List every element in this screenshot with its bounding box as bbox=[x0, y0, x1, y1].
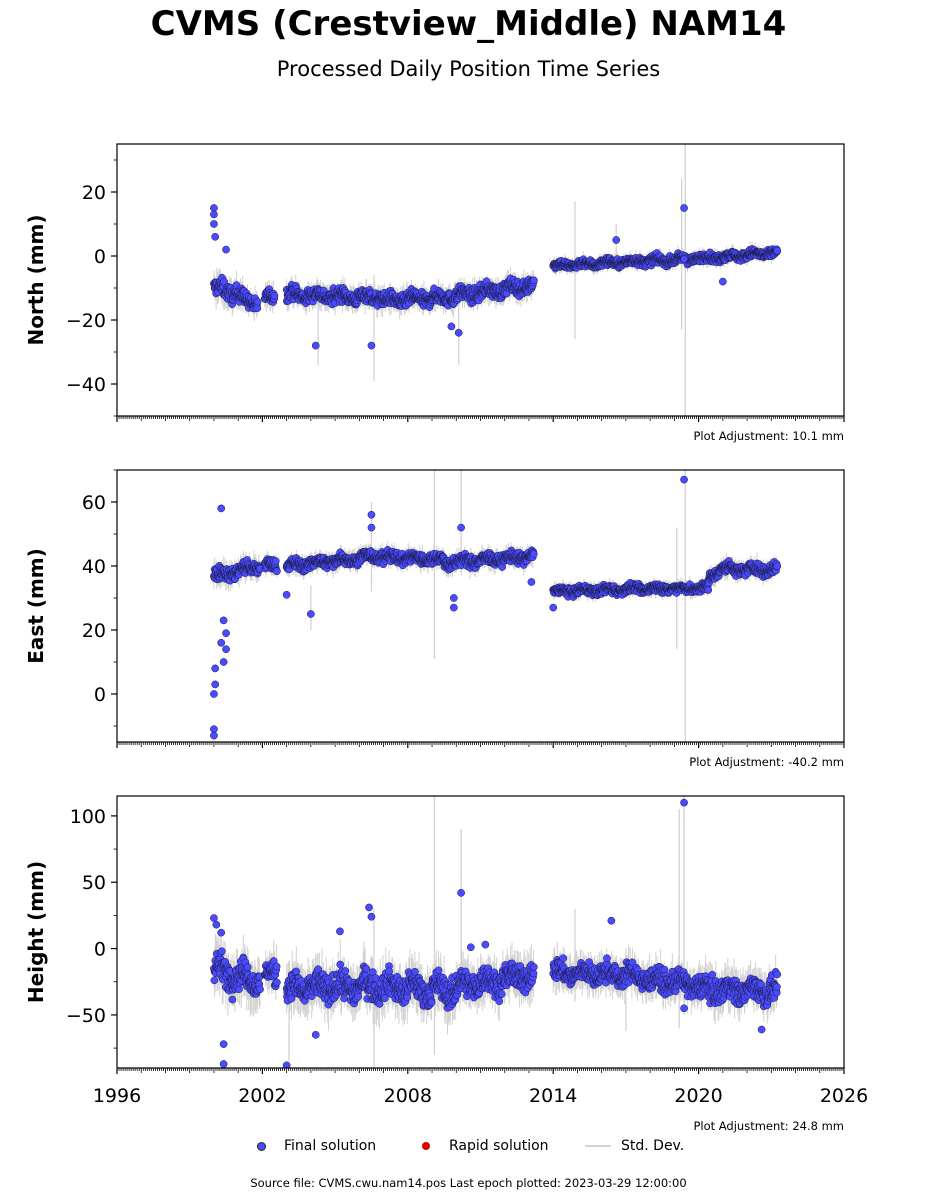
data-point bbox=[219, 658, 228, 666]
axes-north: −40 −20 0 20 bbox=[66, 159, 845, 422]
data-point bbox=[210, 725, 218, 734]
data-point bbox=[222, 645, 230, 654]
data-point bbox=[210, 690, 218, 698]
y-tick-label: 20 bbox=[82, 182, 106, 204]
data-point bbox=[367, 523, 376, 532]
data-point bbox=[222, 245, 230, 254]
data-point bbox=[271, 557, 280, 565]
data-point bbox=[210, 220, 218, 228]
data-point bbox=[530, 276, 538, 285]
data-point bbox=[219, 616, 228, 625]
data-points-east bbox=[210, 475, 782, 740]
data-point bbox=[718, 277, 727, 286]
data-point bbox=[210, 731, 218, 740]
data-point bbox=[773, 562, 782, 571]
data-point bbox=[680, 255, 688, 264]
data-point bbox=[211, 232, 219, 241]
data-point bbox=[449, 603, 458, 612]
data-point bbox=[273, 567, 281, 576]
data-point bbox=[704, 586, 713, 594]
y-tick-label: −40 bbox=[66, 374, 106, 396]
y-axis-label-north: North (mm) bbox=[24, 214, 48, 345]
data-point bbox=[210, 210, 218, 219]
chart-subtitle: Processed Daily Position Time Series bbox=[276, 57, 661, 81]
data-point bbox=[253, 304, 262, 313]
data-point bbox=[270, 291, 279, 300]
data-point bbox=[449, 594, 458, 602]
data-point bbox=[529, 550, 538, 558]
data-point bbox=[773, 246, 782, 255]
data-point bbox=[454, 328, 463, 337]
data-point bbox=[282, 590, 291, 599]
chart-title: CVMS (Crestview_Middle) NAM14 bbox=[150, 4, 787, 44]
data-point bbox=[222, 629, 230, 638]
data-point bbox=[447, 322, 456, 331]
data-point bbox=[217, 638, 226, 647]
std-dev-bars-north bbox=[213, 144, 778, 416]
data-point bbox=[253, 297, 262, 306]
y-tick-label: −20 bbox=[66, 310, 106, 332]
panel-north: −40 −20 0 20 North (mm) Plot Adjustment: 10… bbox=[24, 143, 845, 443]
data-point bbox=[307, 610, 315, 618]
data-points-north bbox=[210, 204, 782, 350]
data-point bbox=[367, 341, 376, 350]
y-tick-label: 0 bbox=[94, 246, 106, 268]
data-point bbox=[612, 236, 621, 244]
data-point bbox=[217, 504, 226, 513]
data-point bbox=[311, 341, 320, 350]
data-point bbox=[457, 523, 465, 532]
data-point bbox=[211, 664, 219, 673]
data-point bbox=[367, 510, 376, 519]
data-point bbox=[680, 204, 688, 212]
data-point bbox=[211, 680, 219, 689]
std-dev-bars-east bbox=[213, 470, 778, 742]
data-point bbox=[210, 204, 218, 212]
plot-adjustment-north: Plot Adjustment: 10.1 mm bbox=[693, 429, 844, 443]
